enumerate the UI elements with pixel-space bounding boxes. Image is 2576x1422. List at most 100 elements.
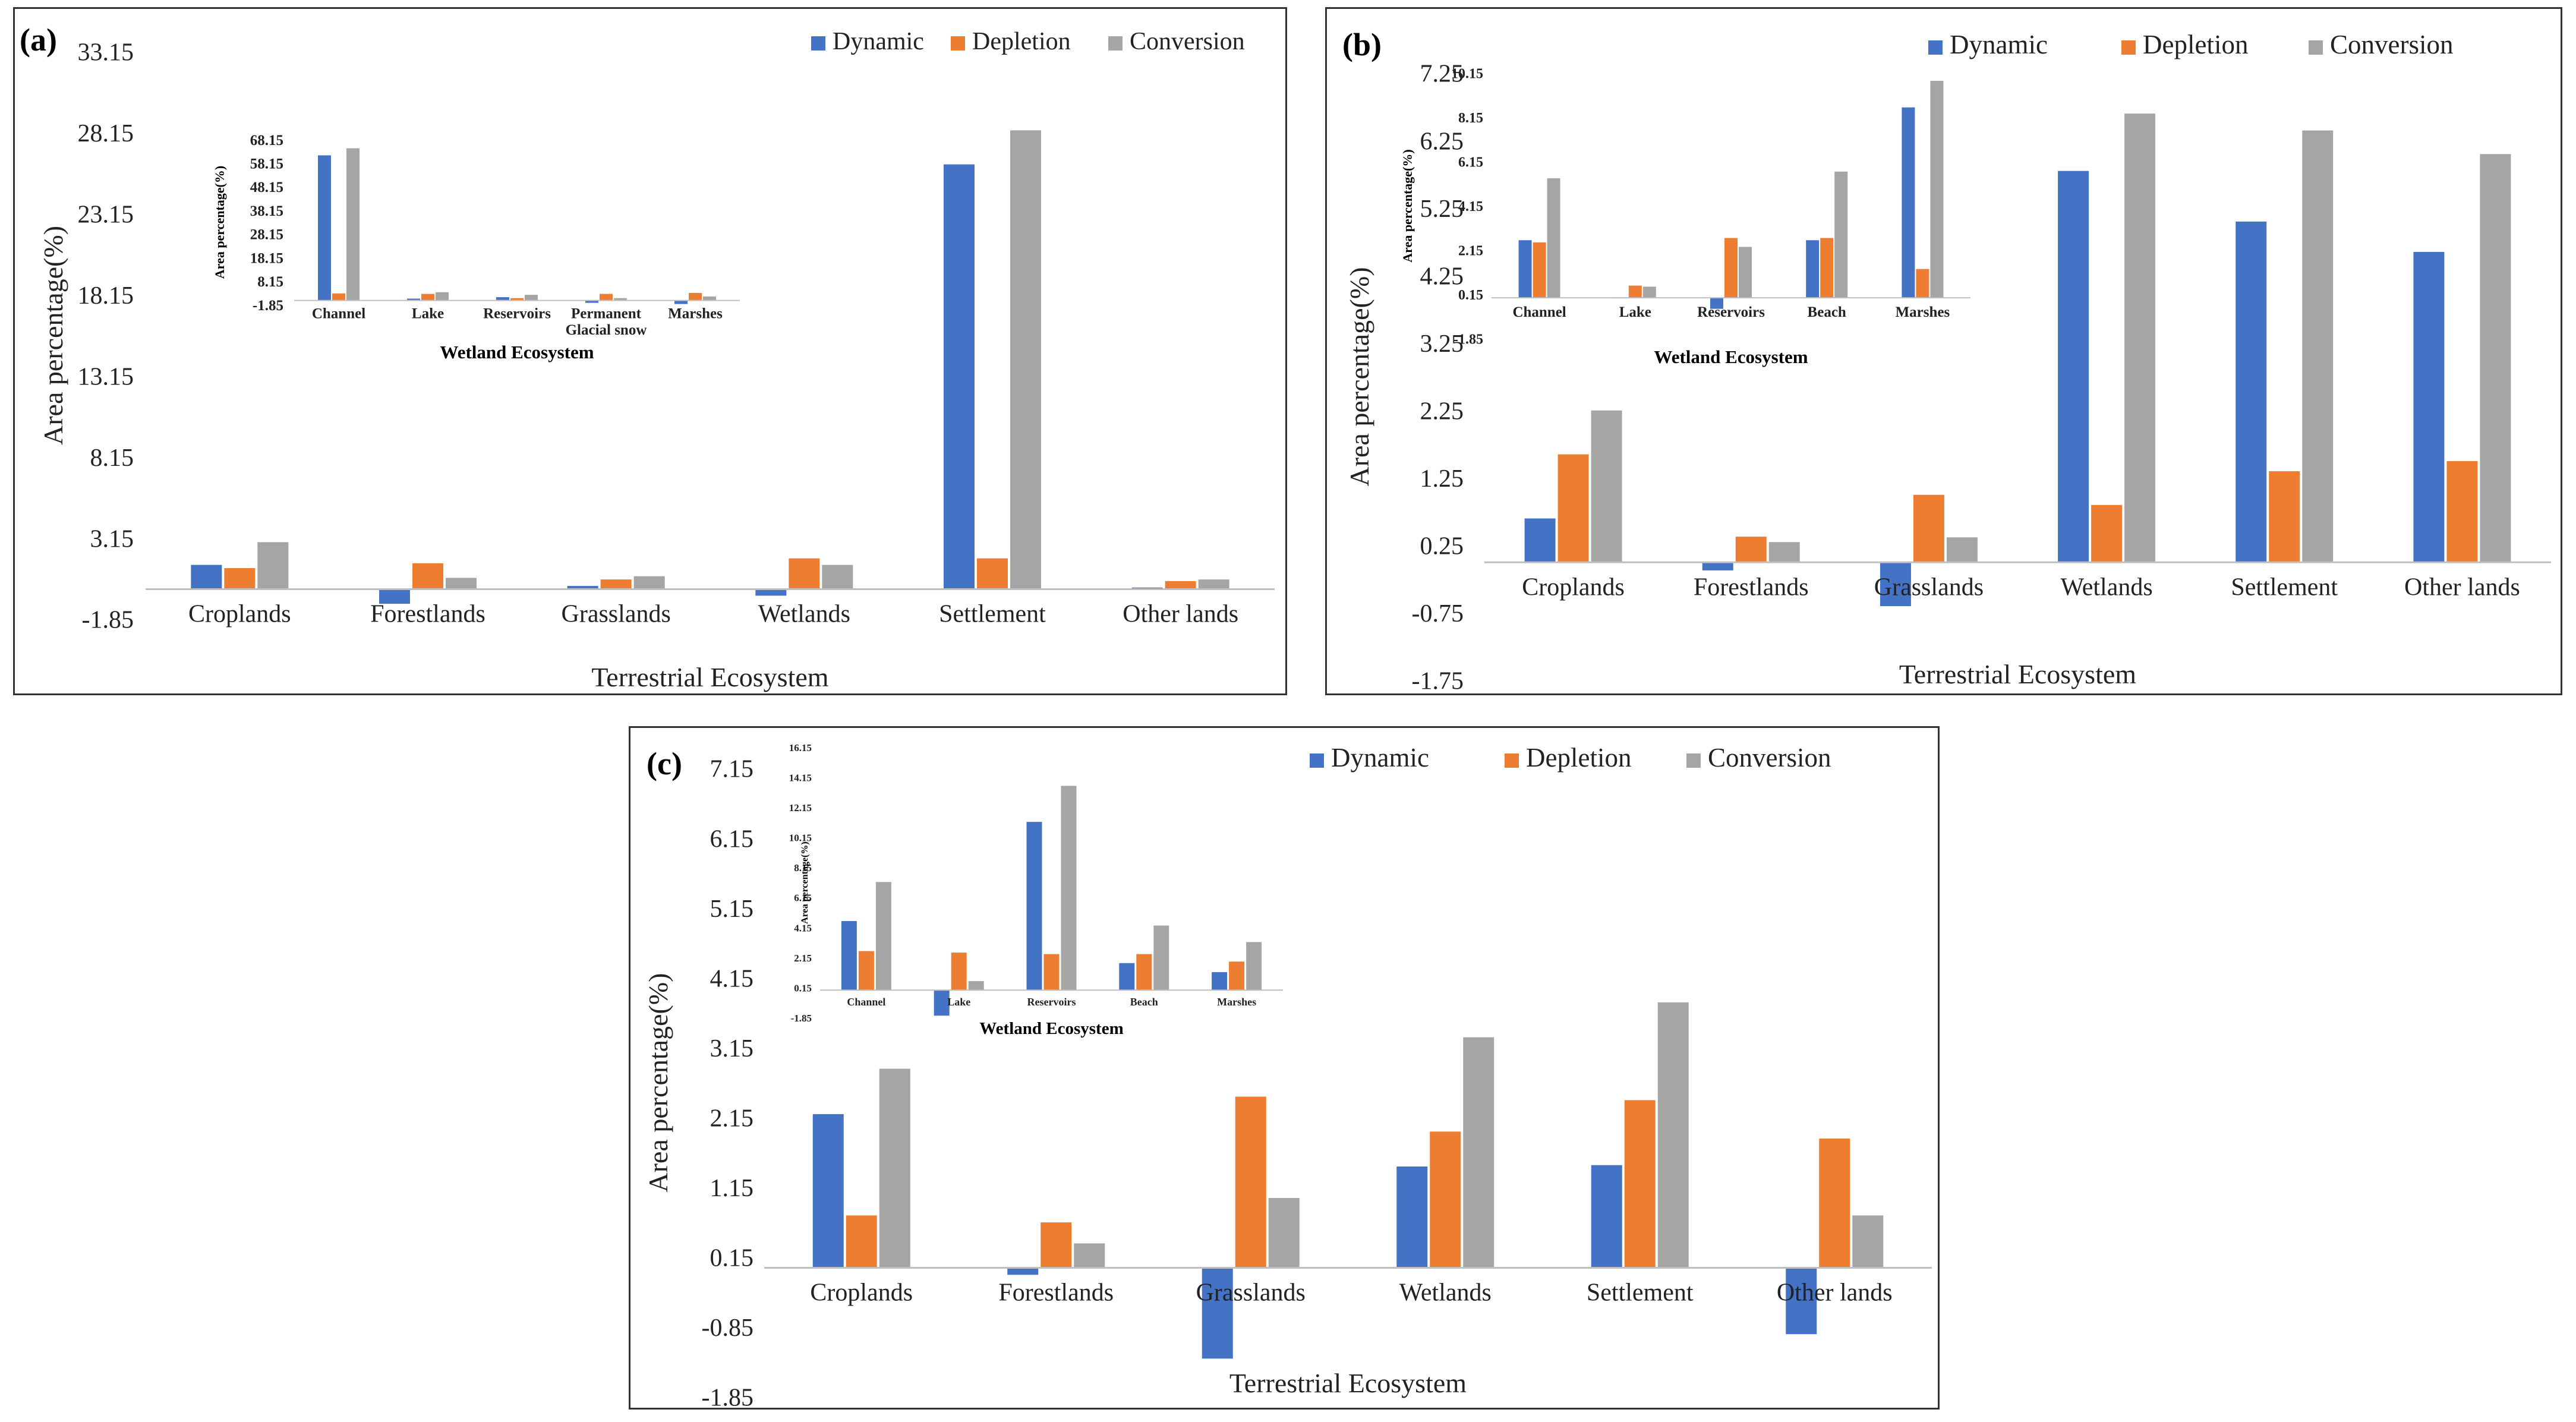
inset-category-label-line: Lake (412, 306, 444, 322)
inset-bar-conversion (1930, 81, 1944, 298)
inset-bar-dynamic (585, 300, 598, 303)
inset-y-tick-label: 6.15 (1458, 155, 1483, 170)
main-category-label-line: Settlement (2231, 573, 2338, 601)
main-bar-depletion (1913, 494, 1944, 563)
main-category-label-line: Wetlands (758, 601, 850, 628)
main-y-tick-label: -0.75 (1412, 600, 1464, 628)
main-category-label-line: Forestlands (370, 601, 485, 628)
main-y-axis-title: Area percentage(%) (643, 973, 673, 1192)
main-bar-conversion (633, 576, 665, 589)
inset-category-label: Channel (847, 996, 885, 1008)
inset-bar-depletion (421, 294, 434, 301)
inset-x-axis-title: Wetland Ecosystem (440, 342, 594, 362)
inset-bar-dynamic (1806, 240, 1820, 298)
legend-swatch-conversion (1108, 36, 1123, 51)
main-bar-conversion (446, 578, 477, 589)
main-y-tick-label: 3.15 (710, 1035, 754, 1062)
inset-chart: 68.15 58.15 48.15 38.15 28.15 18.15 8.15 -1.85 A… (212, 133, 740, 362)
inset-category-label: Permanent Glacial snow (566, 306, 647, 339)
inset-bar-depletion (689, 292, 702, 301)
inset-category-label: Marshes (668, 306, 723, 322)
main-bar-depletion (1735, 537, 1767, 563)
main-y-tick-label: 2.25 (1420, 398, 1464, 425)
inset-y-tick-label: -1.85 (1453, 332, 1483, 347)
inset-y-tick-label: 8.15 (794, 862, 812, 874)
inset-category-label: Reservoirs (483, 306, 551, 322)
main-y-tick-label: 1.15 (710, 1175, 754, 1202)
inset-bar-dynamic (1026, 822, 1042, 991)
inset-bar-conversion (968, 981, 984, 991)
main-y-tick-label: 33.15 (78, 39, 134, 67)
inset-y-tick-label: 16.15 (789, 742, 812, 753)
main-bar-conversion (257, 542, 289, 589)
inset-bar-dynamic (1902, 107, 1915, 298)
main-y-tick-label: 5.15 (710, 896, 754, 923)
inset-y-tick-label: 28.15 (250, 227, 283, 243)
inset-y-axis-title: Area percentage(%) (1400, 149, 1415, 262)
inset-bar-dynamic (674, 300, 688, 304)
main-category-label-line: Grasslands (1196, 1279, 1306, 1307)
main-bar-conversion (879, 1068, 910, 1268)
inset-category-label-line: Permanent (571, 306, 642, 322)
inset-bar-depletion (1820, 238, 1834, 298)
inset-bar-dynamic (841, 920, 857, 991)
legend-label-dynamic: Dynamic (833, 28, 924, 55)
main-bar-depletion (2446, 461, 2478, 563)
inset-y-tick-label: 48.15 (250, 179, 283, 196)
main-y-tick-label: 3.25 (1420, 330, 1464, 358)
inset-bar-dynamic (1710, 298, 1723, 309)
inset-y-tick-label: 12.15 (789, 802, 812, 814)
main-category-label: Croplands (1522, 573, 1625, 601)
legend-swatch-dynamic (1310, 753, 1324, 768)
main-category-label-line: Grasslands (1874, 573, 1984, 601)
main-bar-dynamic (1702, 562, 1733, 570)
inset-bar-conversion (346, 148, 360, 301)
main-y-tick-label: 0.15 (710, 1245, 754, 1272)
inset-y-tick-label: 14.15 (789, 773, 812, 784)
chart-layer: (a) 33.15 28.15 23.15 18.15 13.15 8.15 3.15 -1.8… (20, 22, 1275, 692)
inset-bar-depletion (1724, 238, 1738, 298)
main-bar-depletion (2091, 505, 2123, 563)
main-category-label-line: Settlement (939, 601, 1046, 628)
inset-bar-depletion (1533, 242, 1546, 298)
main-category-label-line: Wetlands (1399, 1279, 1492, 1307)
inset-y-axis-title: Area percentage(%) (800, 841, 810, 923)
chart-b: (b) 7.25 6.25 5.25 4.25 3.25 2.25 1.25 0.25 -0.75… (1342, 27, 2551, 695)
chart-c: (c) 7.15 6.15 5.15 4.15 3.15 2.15 1.15 0.15 -0.85… (643, 742, 1932, 1412)
inset-category-label: Lake (1619, 304, 1651, 320)
legend-label-conversion: Conversion (1130, 28, 1245, 55)
inset-bar-conversion (1642, 286, 1656, 298)
inset-category-label: Lake (947, 996, 970, 1008)
inset-bar-conversion (1153, 925, 1169, 991)
main-bar-dynamic (755, 589, 787, 596)
main-bar-conversion (1074, 1243, 1105, 1268)
main-category-label-line: Settlement (1587, 1279, 1694, 1307)
main-y-tick-label: 13.15 (78, 363, 134, 390)
main-y-tick-label: 8.15 (90, 444, 134, 472)
inset-y-tick-label: 18.15 (250, 250, 283, 266)
inset-bar-dynamic (1119, 963, 1135, 991)
inset-category-label-line: Channel (312, 306, 365, 322)
main-bar-conversion (1657, 1002, 1689, 1268)
main-y-tick-label: 5.25 (1420, 196, 1464, 223)
legend-label-conversion: Conversion (1708, 743, 1831, 773)
inset-y-tick-label: -1.85 (253, 298, 283, 314)
inset-category-label-line: Lake (1619, 304, 1651, 320)
main-category-label: Other lands (1123, 601, 1238, 628)
main-bar-conversion (1198, 579, 1229, 589)
main-category-label: Wetlands (758, 601, 850, 628)
inset-category-label: Lake (412, 306, 444, 322)
main-category-label: Forestlands (1694, 573, 1809, 601)
inset-category-label-line: Lake (947, 996, 970, 1008)
inset-bar-dynamic (496, 297, 509, 301)
inset-category-label-line: Channel (847, 996, 885, 1008)
legend-label-depletion: Depletion (972, 28, 1071, 55)
inset-bar-conversion (614, 298, 627, 301)
chart-a: (a) 33.15 28.15 23.15 18.15 13.15 8.15 3.15 -1.8… (20, 22, 1275, 692)
main-category-label: Other lands (2404, 573, 2520, 601)
main-bar-depletion (1557, 454, 1589, 563)
main-bar-depletion (846, 1215, 877, 1268)
chart-layer: (c) 7.15 6.15 5.15 4.15 3.15 2.15 1.15 0.15 -0.85… (643, 742, 1932, 1412)
inset-bar-conversion (875, 882, 891, 991)
main-bar-conversion (1463, 1037, 1494, 1268)
